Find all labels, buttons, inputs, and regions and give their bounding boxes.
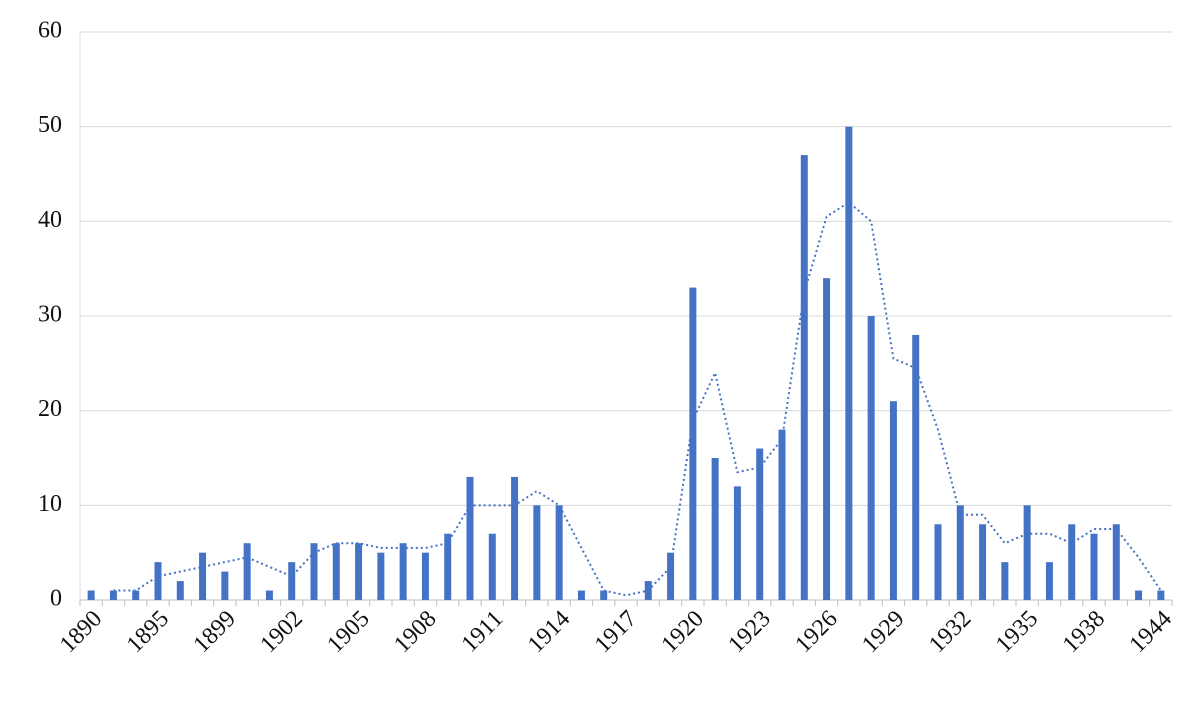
x-tick-label: 1926 xyxy=(790,606,842,658)
bar xyxy=(823,278,831,600)
x-tick-label: 1895 xyxy=(122,606,174,658)
bar xyxy=(711,458,719,600)
y-tick-label: 0 xyxy=(50,586,62,612)
bar xyxy=(800,155,808,601)
bar xyxy=(310,543,318,600)
bar xyxy=(1068,524,1076,600)
x-tick-label: 1911 xyxy=(457,606,509,658)
y-tick-label: 60 xyxy=(38,18,62,44)
bar xyxy=(1023,505,1031,600)
bar xyxy=(756,448,764,600)
bar xyxy=(109,590,117,600)
bar xyxy=(511,476,519,600)
y-tick-label: 40 xyxy=(38,207,62,233)
bar xyxy=(466,476,474,600)
bar xyxy=(221,571,229,600)
y-tick-label: 50 xyxy=(38,112,62,138)
x-tick-label: 1935 xyxy=(991,606,1043,658)
bar xyxy=(199,552,207,600)
bar xyxy=(555,505,563,600)
bar xyxy=(845,126,853,601)
bar xyxy=(867,316,875,600)
x-tick-label: 1923 xyxy=(724,606,776,658)
bar xyxy=(956,505,964,600)
bar xyxy=(1112,524,1120,600)
bar xyxy=(154,562,162,600)
bar xyxy=(176,581,184,600)
bar xyxy=(733,486,741,600)
y-tick-label: 10 xyxy=(38,491,62,517)
bar xyxy=(979,524,987,600)
bar xyxy=(132,590,140,600)
bar xyxy=(87,590,95,600)
bar xyxy=(1135,590,1143,600)
bar xyxy=(1090,533,1098,600)
bar xyxy=(934,524,942,600)
x-tick-label: 1929 xyxy=(857,606,909,658)
bar xyxy=(600,590,608,600)
bar xyxy=(1157,590,1165,600)
bar xyxy=(889,401,897,600)
bar xyxy=(778,429,786,600)
bar xyxy=(332,543,340,600)
x-tick-label: 1902 xyxy=(256,606,308,658)
bar xyxy=(533,505,541,600)
bar xyxy=(399,543,407,600)
bar xyxy=(288,562,296,600)
bar xyxy=(1001,562,1009,600)
x-tick-label: 1905 xyxy=(322,606,374,658)
y-tick-label: 20 xyxy=(38,396,62,422)
x-tick-label: 1938 xyxy=(1058,606,1110,658)
bar xyxy=(421,552,429,600)
bar xyxy=(577,590,585,600)
x-tick-label: 1914 xyxy=(523,606,575,658)
bar xyxy=(488,533,496,600)
bar xyxy=(689,287,697,600)
x-tick-label: 1917 xyxy=(590,606,642,658)
trendline xyxy=(113,201,1162,597)
bar xyxy=(1045,562,1053,600)
x-tick-label: 1920 xyxy=(657,606,709,658)
x-tick-label: 1890 xyxy=(55,606,107,658)
x-tick-label: 1932 xyxy=(924,606,976,658)
bar xyxy=(355,543,363,600)
x-tick-label: 1908 xyxy=(389,606,441,658)
bar xyxy=(912,334,920,600)
bar xyxy=(265,590,273,600)
bar xyxy=(243,543,251,600)
x-tick-label: 1944 xyxy=(1125,606,1177,658)
x-tick-label: 1899 xyxy=(189,606,241,658)
bar xyxy=(377,552,385,600)
bar xyxy=(667,552,675,600)
y-tick-label: 30 xyxy=(38,302,62,328)
bar xyxy=(444,533,452,600)
